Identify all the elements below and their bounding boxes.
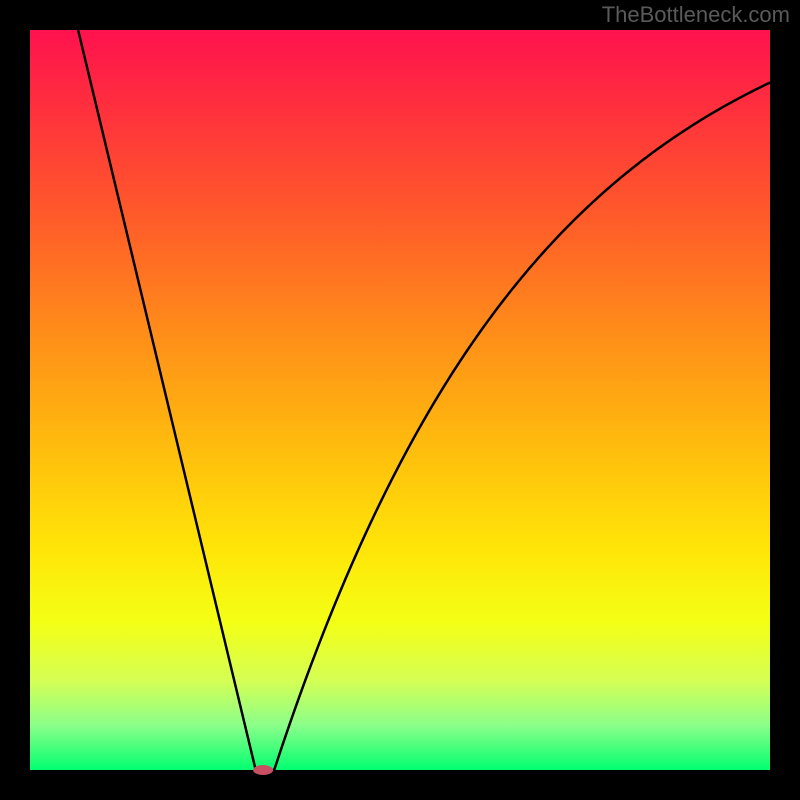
bottleneck-chart — [0, 0, 800, 800]
chart-background — [30, 30, 770, 770]
optimal-point-marker — [253, 765, 273, 775]
attribution-text: TheBottleneck.com — [602, 2, 790, 28]
